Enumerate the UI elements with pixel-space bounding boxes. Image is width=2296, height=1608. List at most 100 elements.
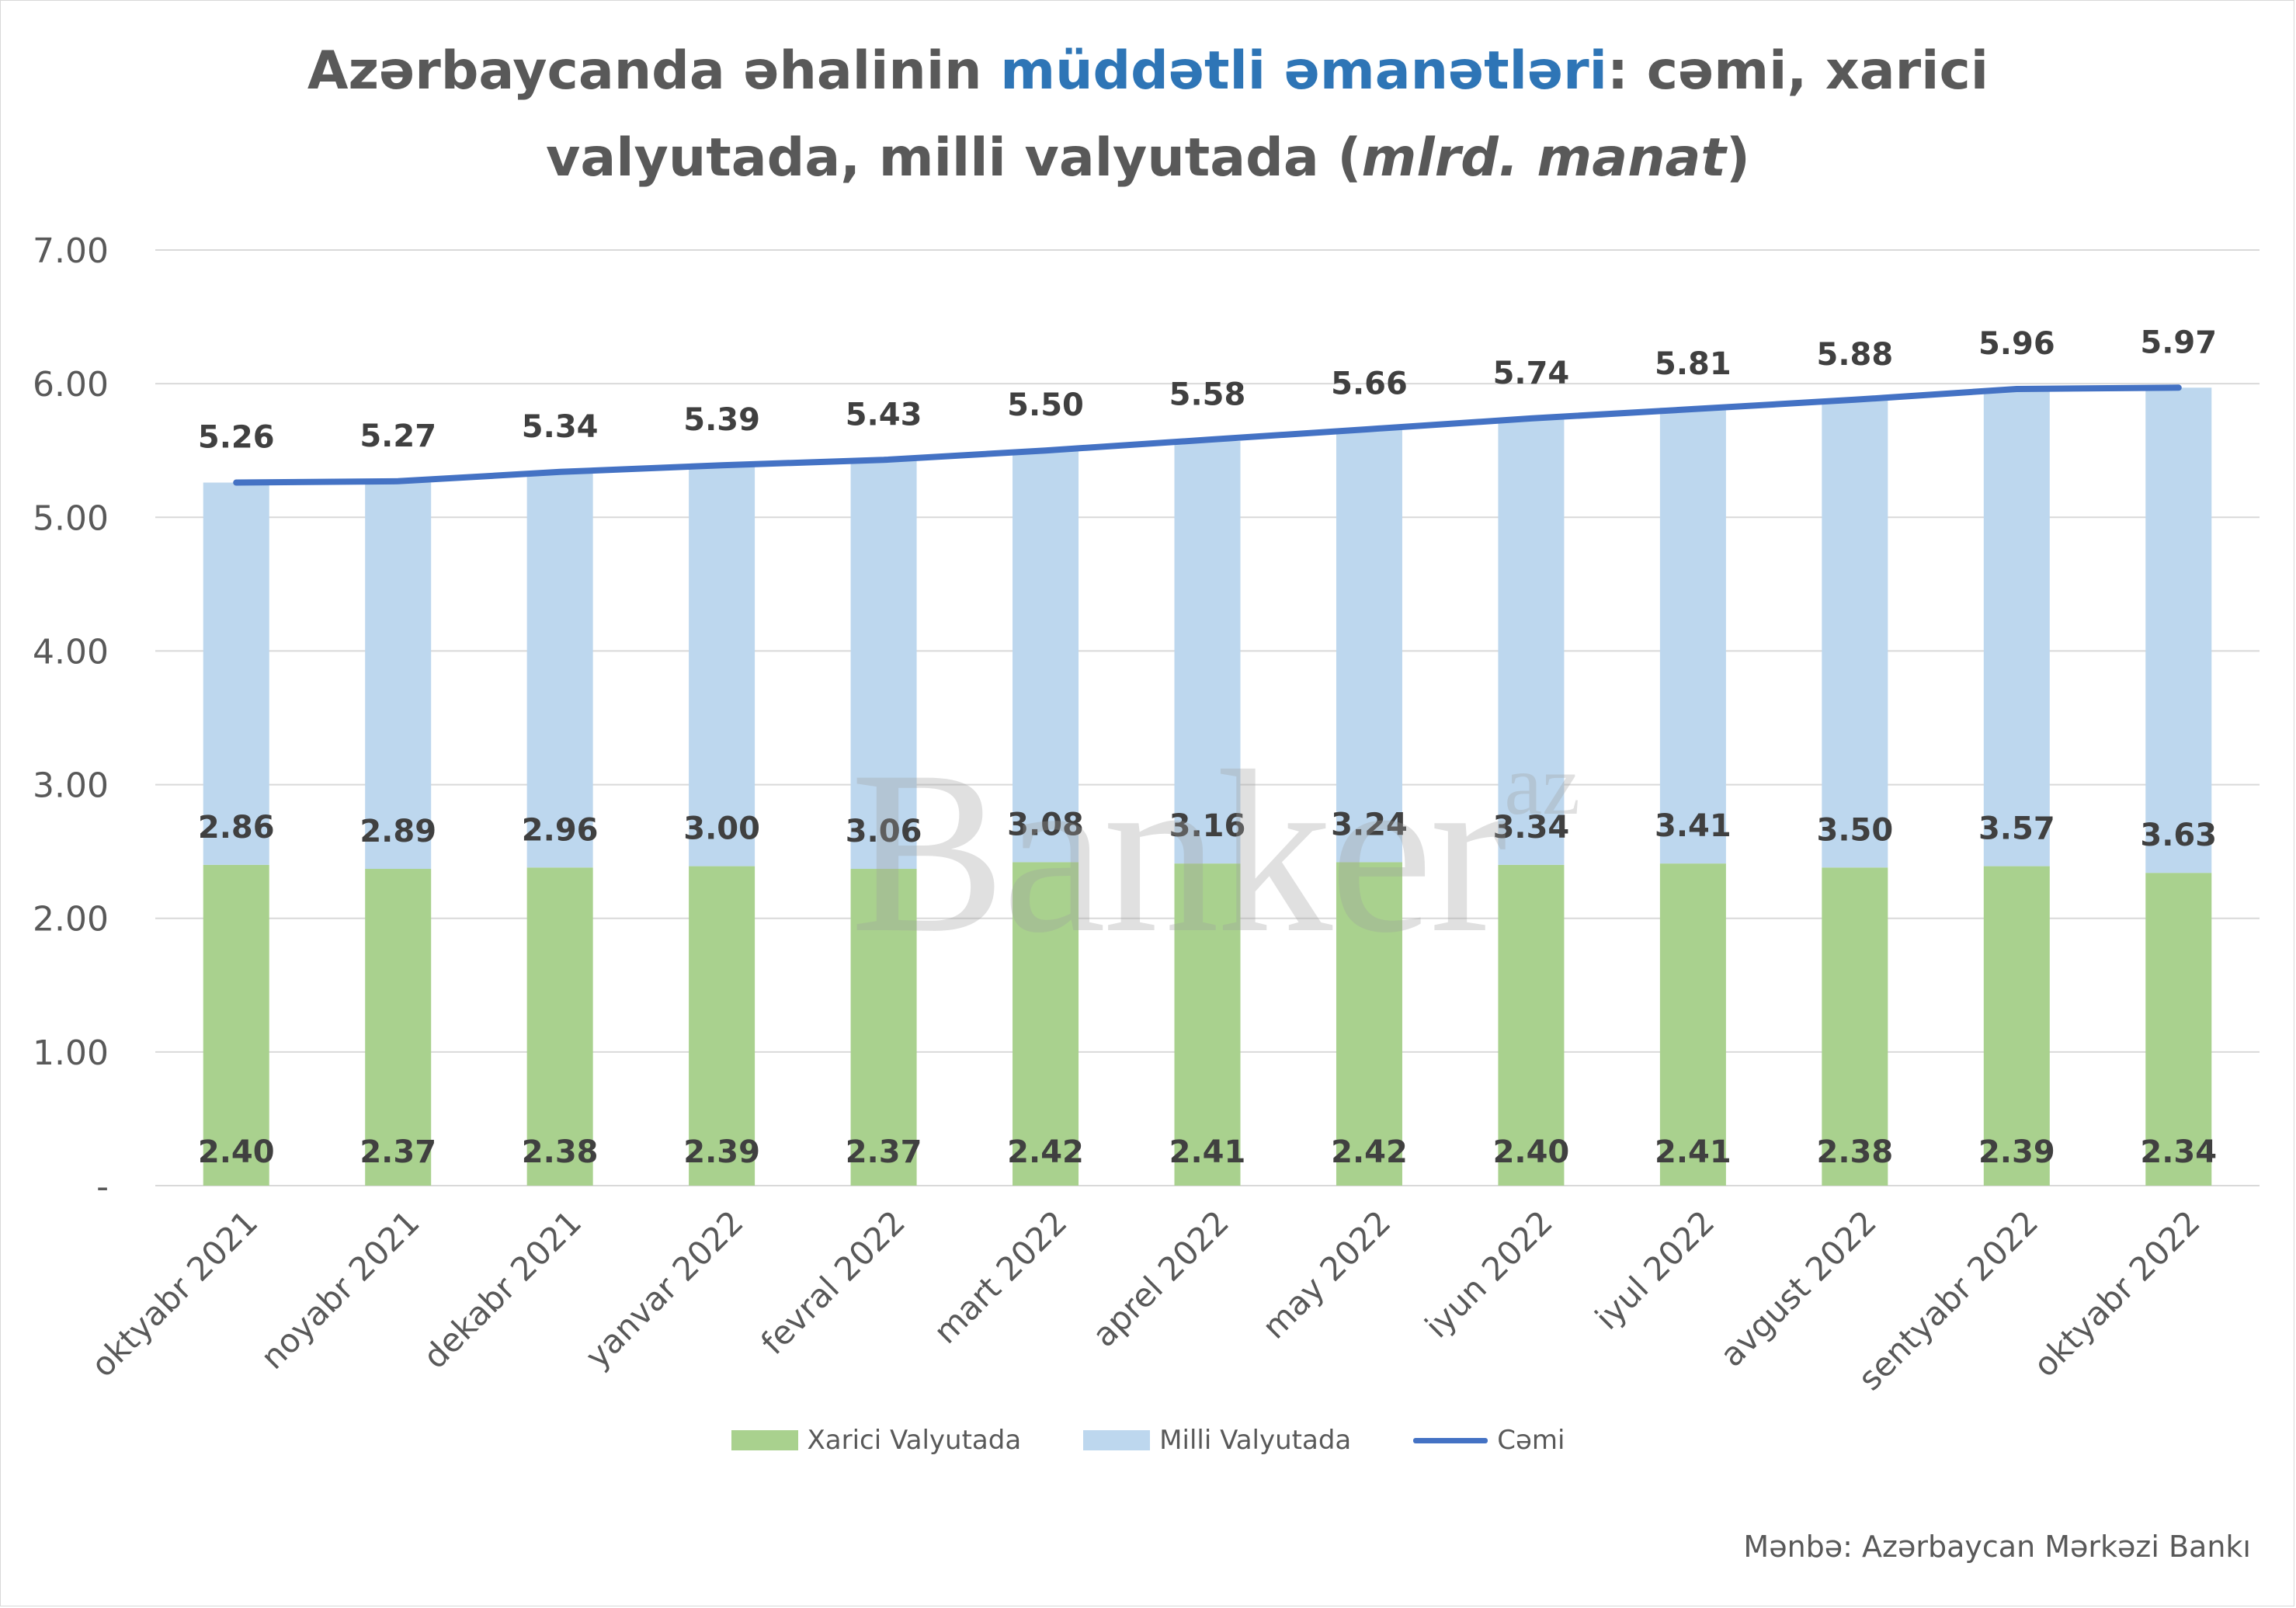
data-label-national: 3.24 [1331, 807, 1408, 842]
chart-title: Azərbaycanda əhalinin müddətli əmanətlər… [0, 28, 2296, 202]
data-label-total: 5.74 [1493, 356, 1570, 391]
title-highlight: müddətli əmanətləri [1000, 40, 1607, 102]
x-tick-label: oktyabr 2022 [2026, 1203, 2207, 1384]
data-label-national: 3.08 [1007, 807, 1084, 842]
data-label-national: 2.86 [198, 810, 275, 846]
data-label-foreign: 2.40 [198, 1134, 275, 1170]
x-tick-label: mart 2022 [926, 1203, 1075, 1351]
bar-national [1659, 408, 1726, 864]
data-label-foreign: 2.42 [1007, 1134, 1084, 1170]
x-tick-label: avgust 2022 [1713, 1203, 1884, 1374]
data-label-foreign: 2.41 [1655, 1134, 1732, 1170]
legend-item-foreign: Xarici Valyutada [731, 1425, 1022, 1456]
title-unit: mlrd. manat [1361, 127, 1726, 189]
data-label-foreign: 2.39 [683, 1134, 760, 1170]
bar-foreign [1174, 863, 1241, 1186]
bar-foreign [2145, 873, 2212, 1186]
x-tick-label: may 2022 [1255, 1203, 1398, 1346]
bar-foreign [850, 869, 917, 1186]
legend-label-national: Milli Valyutada [1159, 1425, 1352, 1456]
data-label-total: 5.27 [360, 418, 436, 454]
y-tick-label: 7.00 [33, 231, 109, 271]
y-tick-label: 3.00 [33, 766, 109, 806]
data-label-national: 3.50 [1816, 812, 1893, 848]
data-label-foreign: 2.34 [2140, 1134, 2217, 1170]
bar-national [689, 465, 755, 867]
bar-national [203, 482, 269, 865]
data-label-total: 5.88 [1816, 337, 1893, 373]
data-label-national: 3.57 [1978, 811, 2055, 847]
data-label-foreign: 2.38 [522, 1134, 599, 1170]
data-label-foreign: 2.42 [1331, 1134, 1408, 1170]
data-label-total: 5.97 [2140, 325, 2217, 360]
data-label-foreign: 2.37 [846, 1134, 922, 1170]
x-tick-label: noyabr 2021 [253, 1203, 427, 1377]
data-label-national: 3.34 [1493, 810, 1570, 846]
legend-item-national: Milli Valyutada [1083, 1425, 1351, 1456]
y-tick-label: - [96, 1167, 109, 1207]
data-label-total: 5.66 [1331, 366, 1408, 402]
data-label-foreign: 2.38 [1816, 1134, 1893, 1170]
chart-legend: Xarici Valyutada Milli Valyutada Cəmi [0, 1421, 2296, 1460]
data-label-total: 5.43 [846, 397, 922, 432]
bar-national [1822, 399, 1888, 868]
title-line-1: Azərbaycanda əhalinin müddətli əmanətlər… [0, 28, 2296, 115]
legend-swatch-total [1413, 1437, 1488, 1443]
data-label-foreign: 2.37 [360, 1134, 436, 1170]
y-tick-label: 1.00 [33, 1033, 109, 1073]
x-tick-label: yanvar 2022 [578, 1203, 750, 1375]
data-label-national: 2.89 [360, 814, 436, 849]
data-label-national: 3.63 [2140, 818, 2217, 853]
x-tick-label: fevral 2022 [754, 1203, 913, 1362]
data-label-total: 5.34 [522, 409, 599, 445]
data-label-national: 3.06 [846, 814, 922, 849]
title-part1: Azərbaycanda əhalinin [307, 40, 1001, 102]
bar-national [1174, 441, 1241, 864]
title-line2: valyutada, milli valyutada ( [546, 127, 1362, 189]
bar-national [1498, 418, 1565, 865]
data-label-total: 5.81 [1655, 346, 1732, 382]
data-label-national: 3.41 [1655, 808, 1732, 844]
bar-national [2145, 387, 2212, 873]
bar-national [1983, 389, 2050, 867]
bar-foreign [1659, 863, 1726, 1186]
legend-label-total: Cəmi [1497, 1425, 1565, 1456]
bar-foreign [1013, 862, 1079, 1186]
data-label-total: 5.39 [683, 402, 760, 438]
bar-foreign [1498, 864, 1565, 1186]
y-tick-label: 5.00 [33, 498, 109, 538]
source-note: Mənbə: Azərbaycan Mərkəzi Bankı [1743, 1530, 2251, 1564]
data-label-foreign: 2.40 [1493, 1134, 1570, 1170]
data-label-national: 3.16 [1169, 808, 1246, 844]
title-line-2: valyutada, milli valyutada (mlrd. manat) [0, 115, 2296, 202]
bar-foreign [1983, 866, 2050, 1186]
bar-foreign [365, 869, 432, 1186]
x-tick-label: oktyabr 2021 [84, 1203, 266, 1384]
bar-national [365, 482, 432, 870]
line-total [233, 384, 2182, 486]
bar-national [850, 460, 917, 870]
bar-national [1336, 429, 1402, 863]
bar-foreign [203, 864, 269, 1186]
title-part2: : cəmi, xarici [1607, 40, 1989, 102]
x-tick-label: aprel 2022 [1085, 1203, 1236, 1354]
bar-national [1013, 450, 1079, 863]
data-label-total: 5.96 [1978, 326, 2055, 362]
bar-foreign [1822, 867, 1888, 1186]
y-tick-label: 2.00 [33, 900, 109, 939]
x-tick-label: dekabr 2021 [415, 1203, 589, 1376]
y-tick-label: 6.00 [33, 365, 109, 405]
legend-label-foreign: Xarici Valyutada [807, 1425, 1022, 1456]
bar-foreign [526, 867, 593, 1186]
x-tick-label: iyul 2022 [1588, 1203, 1722, 1337]
legend-item-total: Cəmi [1413, 1425, 1565, 1456]
y-tick-label: 4.00 [33, 632, 109, 672]
data-label-foreign: 2.41 [1169, 1134, 1246, 1170]
bar-foreign [689, 866, 755, 1186]
bar-national [526, 471, 593, 868]
watermark-logo: Bankeraz [850, 723, 1580, 981]
data-label-total: 5.26 [198, 420, 275, 456]
data-label-national: 3.00 [683, 811, 760, 847]
x-tick-label: iyun 2022 [1418, 1203, 1560, 1345]
